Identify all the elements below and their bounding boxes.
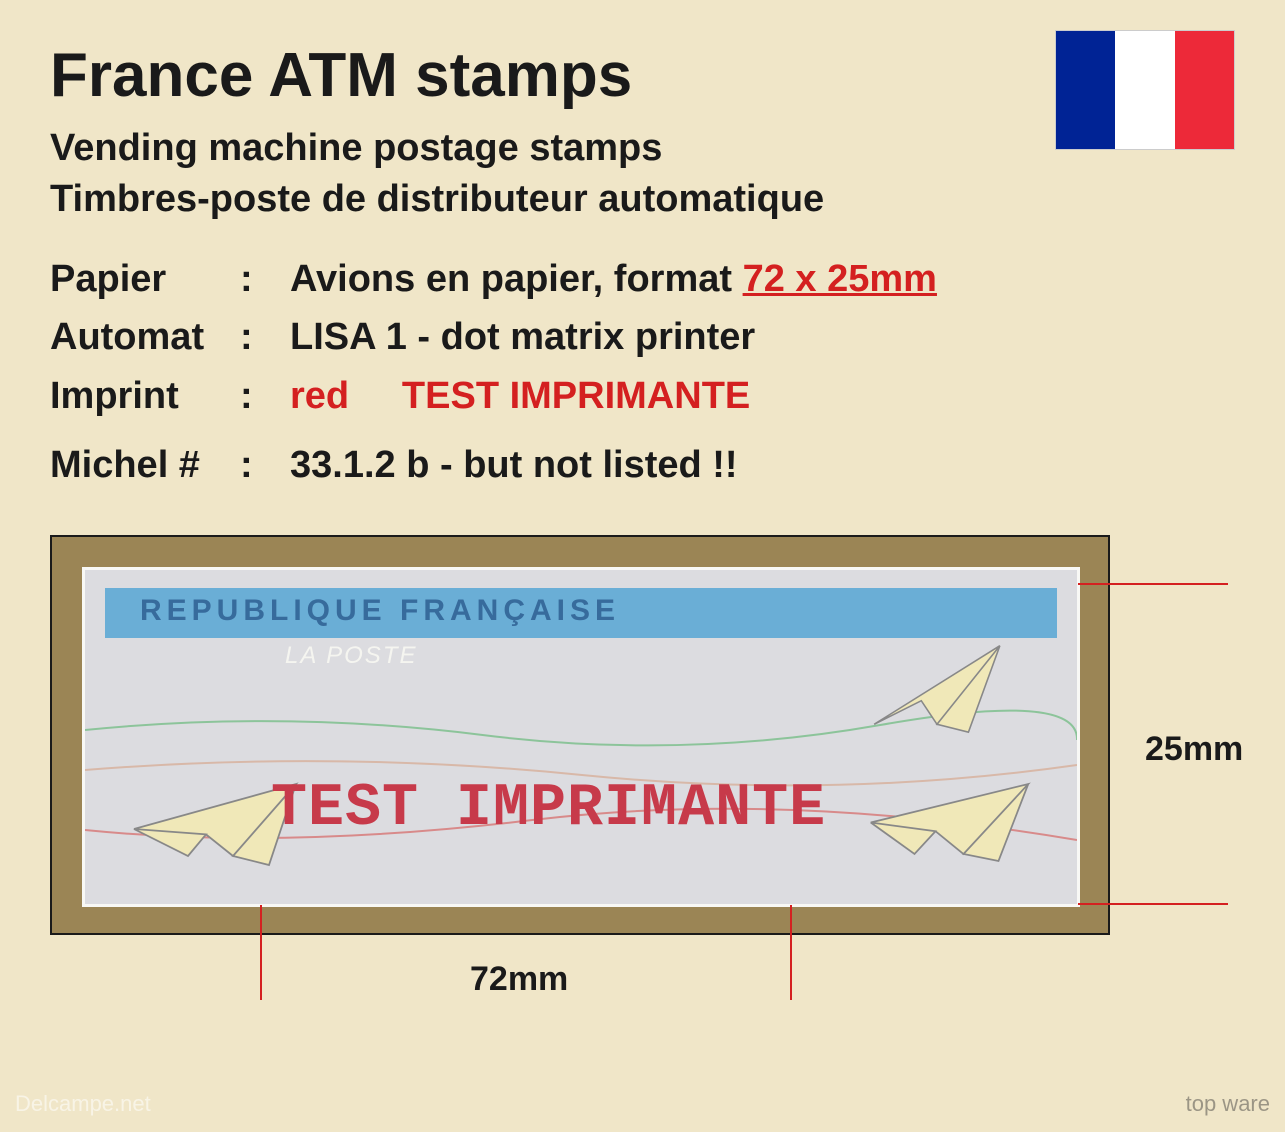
flag-white [1115, 31, 1174, 149]
spec-table: Papier : Avions en papier, format 72 x 2… [50, 250, 1235, 496]
dimension-width-label: 72mm [470, 960, 568, 999]
spec-value-michel: 33.1.2 b - but not listed !! [290, 436, 1235, 495]
dimension-height-label: 25mm [1145, 730, 1243, 769]
watermark-left: Delcampe.net [15, 1091, 151, 1117]
flag-blue [1056, 31, 1115, 149]
spec-colon: : [240, 308, 290, 367]
france-flag [1055, 30, 1235, 150]
imprint-prefix: red [290, 375, 402, 417]
spec-colon: : [240, 367, 290, 426]
spec-row-imprint: Imprint : red TEST IMPRIMANTE [50, 367, 1235, 426]
stamp-backing: REPUBLIQUE FRANÇAISE LA POSTE TEST IMPRI… [50, 535, 1110, 935]
spec-row-automat: Automat : LISA 1 - dot matrix printer [50, 308, 1235, 367]
dimension-line-right [790, 905, 792, 1000]
stamp-test-imprint: TEST IMPRIMANTE [271, 775, 826, 843]
subtitle-line-2: Timbres-poste de distributeur automatiqu… [50, 174, 1235, 225]
imprint-highlight: TEST IMPRIMANTE [402, 375, 750, 417]
paper-plane-icon-3 [862, 770, 1037, 875]
spec-label-imprint: Imprint [50, 367, 240, 426]
papier-highlight: 72 x 25mm [743, 258, 937, 300]
watermark-right: top ware [1186, 1091, 1270, 1117]
spec-label-papier: Papier [50, 250, 240, 309]
stamp-section: REPUBLIQUE FRANÇAISE LA POSTE TEST IMPRI… [50, 535, 1235, 935]
dimension-line-left [260, 905, 262, 1000]
spec-row-papier: Papier : Avions en papier, format 72 x 2… [50, 250, 1235, 309]
dimension-line-top [1078, 583, 1228, 585]
flag-red [1175, 31, 1234, 149]
spec-value-imprint: red TEST IMPRIMANTE [290, 367, 1235, 426]
paper-plane-icon-1 [857, 630, 1017, 740]
spec-colon: : [240, 250, 290, 309]
spec-colon: : [240, 436, 290, 495]
spec-label-automat: Automat [50, 308, 240, 367]
spec-value-papier: Avions en papier, format 72 x 25mm [290, 250, 1235, 309]
stamp-republique-text: REPUBLIQUE FRANÇAISE [140, 594, 620, 628]
spec-label-michel: Michel # [50, 436, 240, 495]
spec-row-michel: Michel # : 33.1.2 b - but not listed !! [50, 436, 1235, 495]
stamp-laposte-text: LA POSTE [285, 642, 417, 670]
spec-value-automat: LISA 1 - dot matrix printer [290, 308, 1235, 367]
stamp: REPUBLIQUE FRANÇAISE LA POSTE TEST IMPRI… [82, 567, 1080, 907]
dimension-line-bottom [1078, 903, 1228, 905]
papier-prefix: Avions en papier, format [290, 258, 743, 300]
